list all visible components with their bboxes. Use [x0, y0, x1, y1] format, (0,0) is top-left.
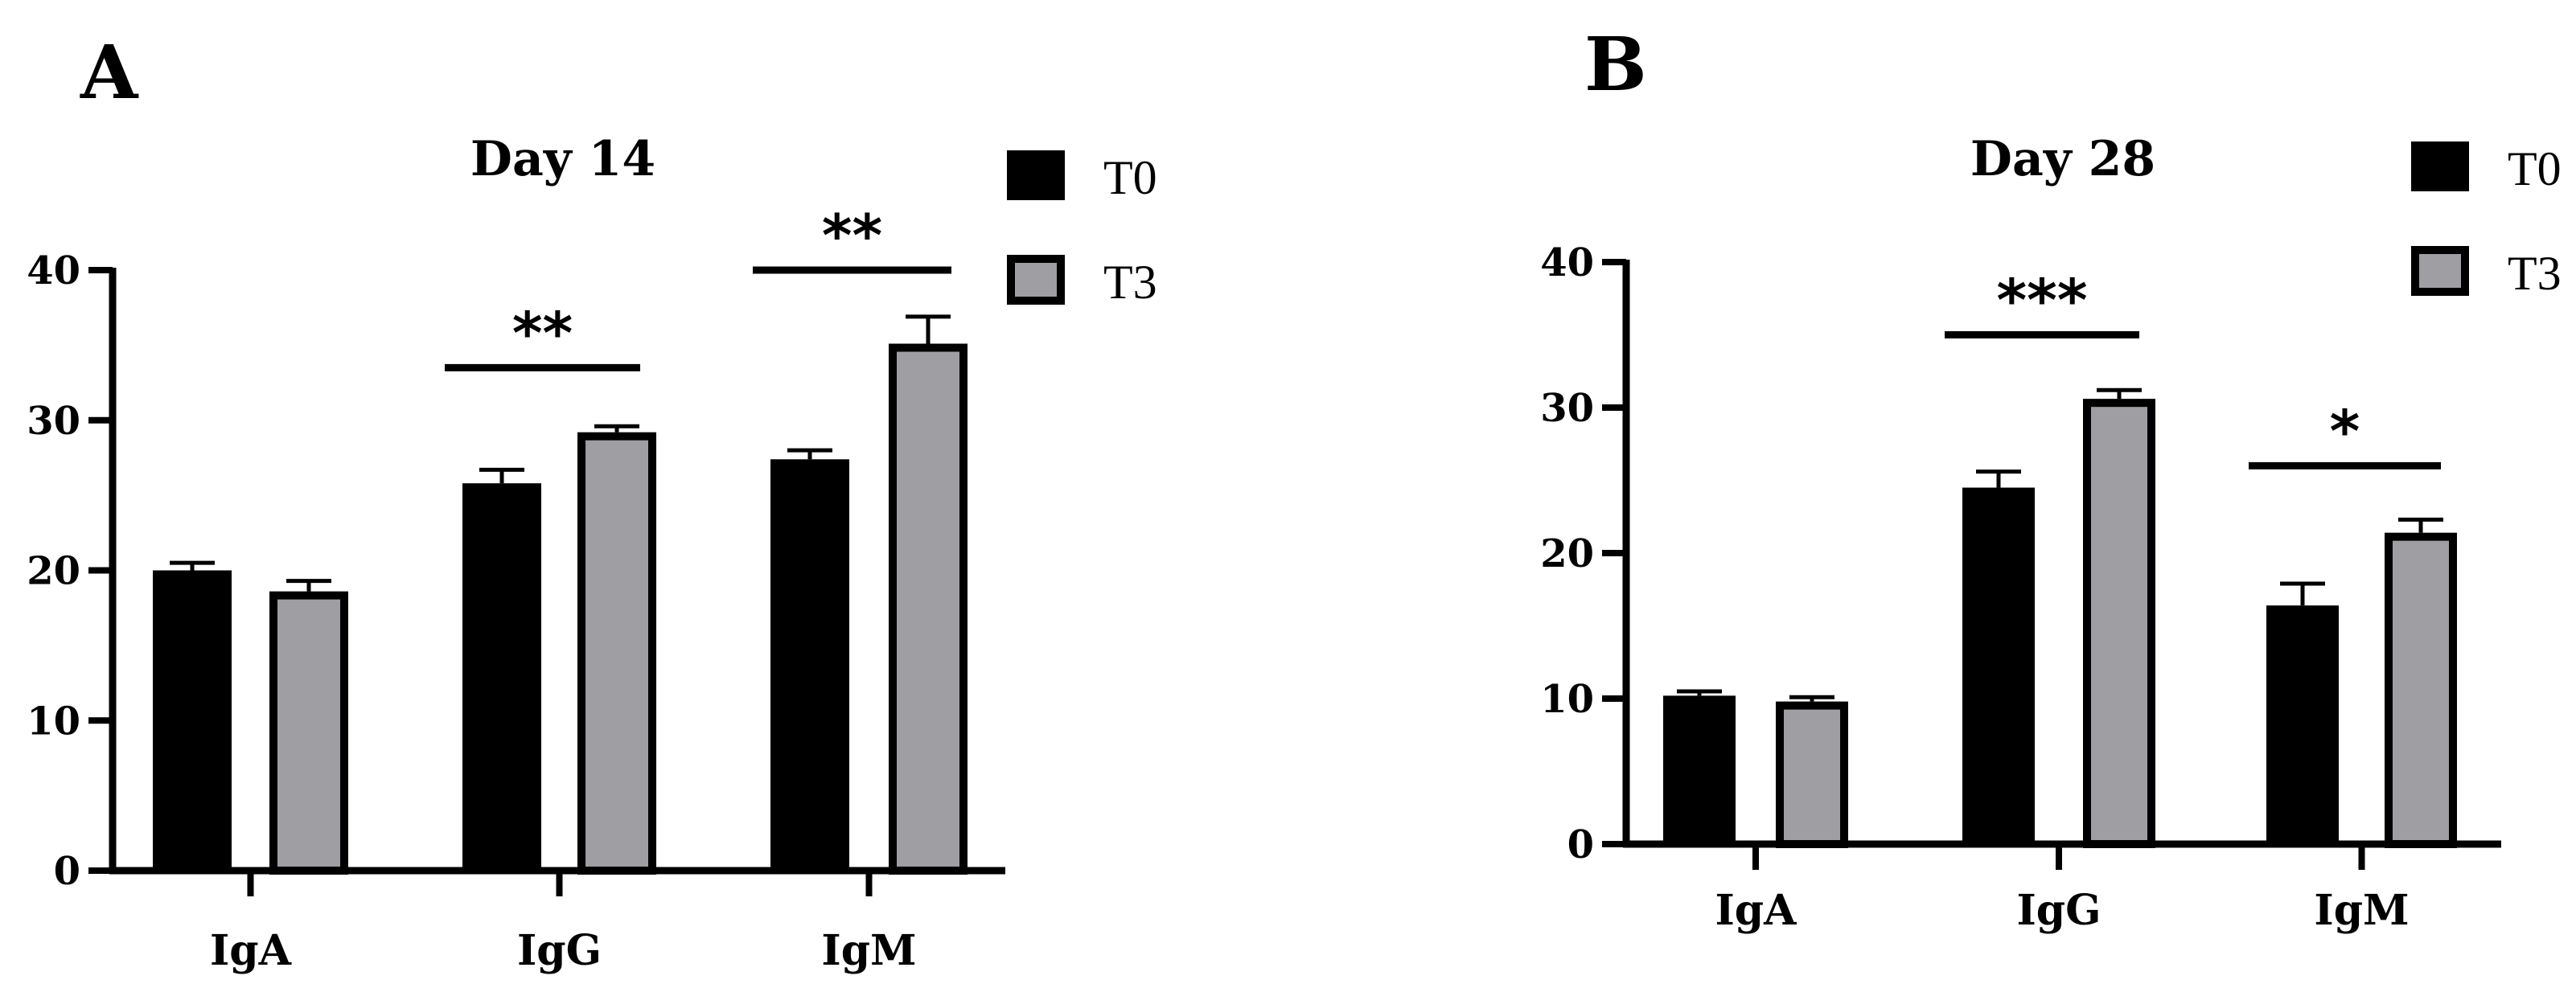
bar-t3-iga: [1776, 701, 1848, 848]
chart-title-day-14: Day 14: [470, 131, 655, 187]
significance-label-igg: **: [512, 299, 573, 367]
significance-label-igm: *: [2330, 397, 2360, 465]
bar-t0-igg: [1962, 487, 2035, 844]
category-label-iga: IgA: [1715, 886, 1797, 935]
y-tick-label: 0: [1567, 822, 1594, 867]
bar-t0-iga: [153, 570, 232, 871]
bars-b: [1663, 387, 2457, 848]
panel-letter-a: A: [80, 29, 139, 116]
legend-label-t0: T0: [1103, 151, 1157, 204]
bar-t0-igm: [770, 459, 849, 871]
axes-b: 0 10 20 30 40 IgA IgG IgM: [1540, 240, 2501, 935]
bar-t3-igm: [2385, 532, 2457, 848]
bar-t3-igg: [577, 432, 656, 875]
bar-t3-igm: [889, 343, 968, 875]
significance-b: ****: [1945, 267, 2441, 469]
y-tick-label: 40: [27, 248, 80, 293]
bar-t3-igg: [2083, 399, 2155, 848]
category-label-iga: IgA: [210, 926, 292, 975]
y-tick-label: 20: [27, 549, 80, 594]
bar-t0-iga: [1663, 695, 1736, 844]
category-label-igg: IgG: [517, 926, 602, 975]
legend-swatch-t3: [2411, 246, 2469, 296]
y-tick-label: 10: [1540, 677, 1594, 722]
y-tick-label: 30: [27, 399, 80, 444]
axes-a: 0 10 20 30 40 IgA IgG IgM: [27, 248, 1005, 975]
legend-b: T0 T3: [2411, 141, 2562, 300]
legend-swatch-t3: [1007, 255, 1065, 305]
bar-t0-igm: [2266, 605, 2339, 844]
bar-t3-iga: [269, 591, 348, 875]
category-label-igg: IgG: [2016, 886, 2101, 935]
significance-a: ** **: [445, 202, 951, 371]
bars-a: [153, 314, 968, 875]
y-tick-label: 40: [1540, 240, 1594, 285]
y-tick-label: 20: [1540, 531, 1594, 576]
y-tick-label: 0: [54, 849, 80, 894]
category-label-igm: IgM: [821, 926, 916, 975]
legend-label-t0: T0: [2508, 142, 2562, 195]
legend-swatch-t0: [2411, 141, 2469, 191]
legend-label-t3: T3: [1103, 256, 1157, 309]
significance-label-igm: **: [822, 202, 882, 269]
panel-letter-b: B: [1584, 21, 1647, 108]
bar-t0-igg: [462, 483, 541, 871]
category-label-igm: IgM: [2314, 886, 2409, 935]
legend-a: T0 T3: [1007, 150, 1157, 309]
panel-a: A Day 14 0 10 20 30 40 IgA IgG IgM ** ** T0 T3: [27, 29, 1157, 975]
chart-title-day-28: Day 28: [1970, 131, 2155, 187]
legend-label-t3: T3: [2508, 247, 2562, 300]
significance-label-igg: ***: [1997, 267, 2088, 334]
legend-swatch-t0: [1007, 150, 1065, 200]
y-tick-label: 30: [1540, 386, 1594, 431]
y-tick-label: 10: [27, 699, 80, 744]
